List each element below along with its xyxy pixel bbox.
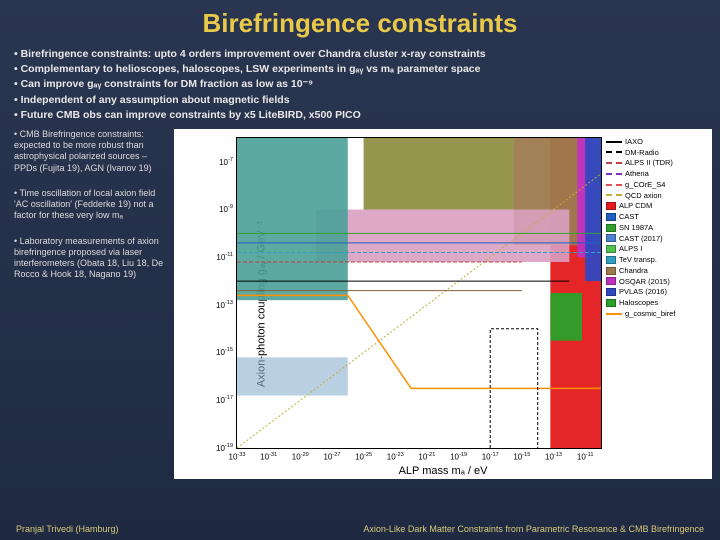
y-tick: 10-9 (197, 205, 233, 215)
x-tick: 10-33 (229, 452, 246, 462)
legend-label: Chandra (619, 266, 648, 276)
legend-item: QCD axion (606, 191, 710, 201)
top-bullet: • Can improve gₐᵧ constraints for DM fra… (14, 77, 706, 91)
x-tick: 10-23 (387, 452, 404, 462)
legend-item: g_cosmic_biref (606, 309, 710, 319)
legend-item: IAXO (606, 137, 710, 147)
legend-item: TeV transp. (606, 255, 710, 265)
x-tick: 10-17 (482, 452, 499, 462)
legend-item: PVLAS (2016) (606, 287, 710, 297)
x-tick: 10-29 (292, 452, 309, 462)
left-column: • CMB Birefringence constraints: expecte… (14, 129, 174, 479)
legend-label: SN 1987A (619, 223, 653, 233)
legend-item: ALPS II (TDR) (606, 158, 710, 168)
legend-label: CAST (619, 212, 639, 222)
legend-label: g_COrE_S4 (625, 180, 665, 190)
legend-item: Chandra (606, 266, 710, 276)
legend-label: IAXO (625, 137, 643, 147)
x-tick: 10-21 (418, 452, 435, 462)
x-tick: 10-19 (450, 452, 467, 462)
top-bullet: • Complementary to helioscopes, haloscop… (14, 62, 706, 76)
page-title: Birefringence constraints (0, 0, 720, 43)
legend-label: ALPS II (TDR) (625, 158, 673, 168)
x-tick: 10-15 (513, 452, 530, 462)
top-bullet: • Independent of any assumption about ma… (14, 93, 706, 107)
legend-item: DM-Radio (606, 148, 710, 158)
legend-label: Athena (625, 169, 649, 179)
region-teal-band (237, 138, 348, 300)
region-green-narrow (550, 293, 582, 341)
legend-item: g_COrE_S4 (606, 180, 710, 190)
legend-item: CAST (606, 212, 710, 222)
legend-item: Athena (606, 169, 710, 179)
legend-label: Haloscopes (619, 298, 658, 308)
side-note: • Laboratory measurements of axion biref… (14, 236, 164, 281)
legend-label: g_cosmic_biref (625, 309, 675, 319)
x-tick: 10-11 (577, 452, 594, 462)
region-pink-band (316, 209, 569, 261)
exclusion-chart: Axion-photon coupling gₐᵧ / GeV⁻¹ ALP ma… (174, 129, 712, 479)
y-tick: 10-13 (197, 300, 233, 310)
legend-label: DM-Radio (625, 148, 659, 158)
legend-label: ALP CDM (619, 201, 652, 211)
legend-item: CAST (2017) (606, 234, 710, 244)
legend-item: ALPS I (606, 244, 710, 254)
top-bullet: • Future CMB obs can improve constraints… (14, 108, 706, 122)
legend-item: SN 1987A (606, 223, 710, 233)
content-row: • CMB Birefringence constraints: expecte… (0, 129, 720, 479)
x-tick: 10-13 (545, 452, 562, 462)
y-tick: 10-17 (197, 395, 233, 405)
footer-subtitle: Axion-Like Dark Matter Constraints from … (363, 524, 704, 534)
side-note: • Time oscillation of local axion field … (14, 188, 164, 222)
legend-item: Haloscopes (606, 298, 710, 308)
x-axis-label: ALP mass mₐ / eV (399, 465, 488, 477)
legend-label: ALPS I (619, 244, 642, 254)
legend-label: CAST (2017) (619, 234, 663, 244)
legend-label: PVLAS (2016) (619, 287, 667, 297)
plot-area: 10-1910-1710-1510-1310-1110-910-710-3310… (236, 137, 602, 449)
y-tick: 10-7 (197, 157, 233, 167)
region-blue-strip (585, 138, 601, 281)
legend-label: QCD axion (625, 191, 662, 201)
legend-item: ALP CDM (606, 201, 710, 211)
footer-author: Pranjal Trivedi (Hamburg) (16, 524, 119, 534)
y-tick: 10-15 (197, 348, 233, 358)
side-note: • CMB Birefringence constraints: expecte… (14, 129, 164, 174)
footer: Pranjal Trivedi (Hamburg) Axion-Like Dar… (0, 524, 720, 534)
region-lightblue-low (237, 357, 348, 395)
legend-label: TeV transp. (619, 255, 657, 265)
legend: IAXODM-RadioALPS II (TDR)Athenag_COrE_S4… (606, 137, 710, 320)
x-tick: 10-31 (260, 452, 277, 462)
x-tick: 10-27 (323, 452, 340, 462)
top-bullet-list: • Birefringence constraints: upto 4 orde… (0, 43, 720, 129)
y-tick: 10-11 (197, 252, 233, 262)
top-bullet: • Birefringence constraints: upto 4 orde… (14, 47, 706, 61)
x-tick: 10-25 (355, 452, 372, 462)
region-olive-top (364, 138, 514, 210)
legend-item: OSQAR (2015) (606, 277, 710, 287)
legend-label: OSQAR (2015) (619, 277, 670, 287)
